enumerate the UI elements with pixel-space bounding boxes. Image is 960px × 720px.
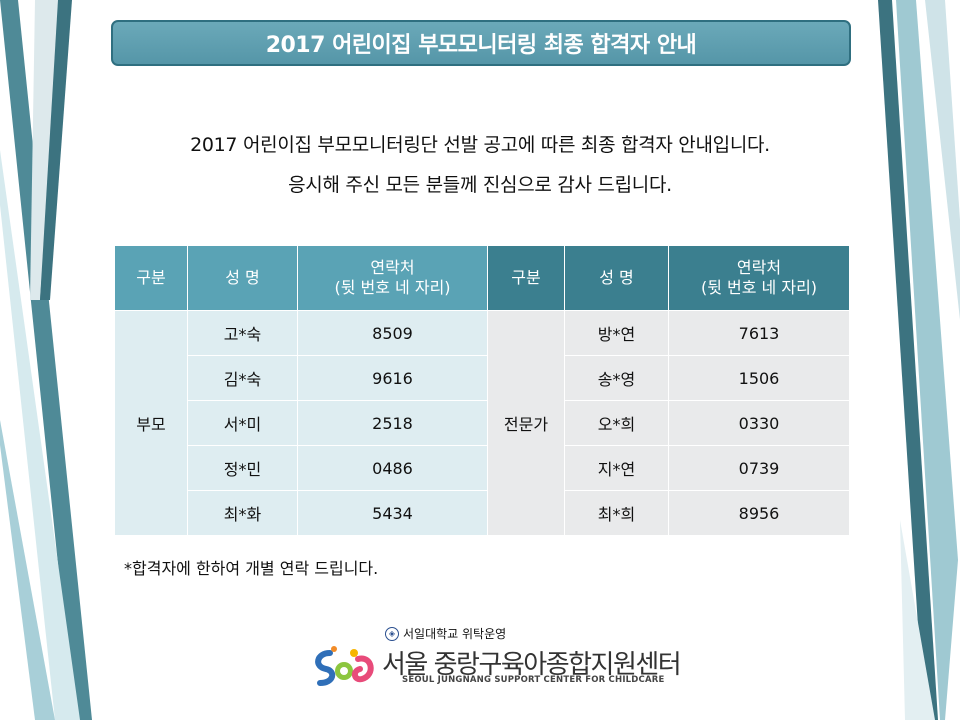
header-contact-label: 연락처 bbox=[736, 258, 782, 277]
header-name-expert: 성 명 bbox=[564, 245, 669, 311]
name-cell: 방*연 bbox=[564, 310, 669, 356]
contact-cell: 0486 bbox=[297, 445, 488, 491]
results-table: 구분 성 명 연락처 (뒷 번호 네 자리) 구분 성 명 연락처 (뒷 번호 … bbox=[114, 245, 850, 536]
table-header-row: 구분 성 명 연락처 (뒷 번호 네 자리) 구분 성 명 연락처 (뒷 번호 … bbox=[114, 245, 850, 311]
header-contact-expert: 연락처 (뒷 번호 네 자리) bbox=[668, 245, 850, 311]
university-seal-icon: ◈ bbox=[385, 626, 399, 641]
center-name-english: SEOUL JUNGNANG SUPPORT CENTER FOR CHILDC… bbox=[402, 675, 665, 685]
name-cell: 최*화 bbox=[187, 490, 298, 536]
center-logo: ◈ 서일대학교 위탁운영 서울 중랑구육아종합지원센터 SEOUL JUNGNA… bbox=[310, 625, 682, 695]
contact-cell: 9616 bbox=[297, 355, 488, 401]
contact-cell: 5434 bbox=[297, 490, 488, 536]
page-title: 2017 어린이집 부모모니터링 최종 합격자 안내 bbox=[111, 20, 851, 66]
operator-line: ◈ 서일대학교 위탁운영 bbox=[385, 625, 506, 642]
header-category-expert: 구분 bbox=[487, 245, 565, 311]
contact-cell: 8956 bbox=[668, 490, 850, 536]
name-cell: 오*희 bbox=[564, 400, 669, 446]
intro-line-2: 응시해 주신 모든 분들께 진심으로 감사 드립니다. bbox=[288, 174, 672, 196]
header-category-parent: 구분 bbox=[114, 245, 188, 311]
header-contact-label: 연락처 bbox=[370, 258, 415, 277]
intro-line-1: 2017 어린이집 부모모니터링단 선발 공고에 따른 최종 합격자 안내입니다… bbox=[190, 134, 770, 156]
table-row: 최*화 5434 최*희 8956 bbox=[115, 490, 850, 536]
childcare-logo-icon bbox=[315, 646, 374, 686]
header-contact-note: (뒷 번호 네 자리) bbox=[700, 278, 818, 297]
contact-cell: 2518 bbox=[297, 400, 488, 446]
name-cell: 고*숙 bbox=[187, 310, 298, 356]
header-contact-parent: 연락처 (뒷 번호 네 자리) bbox=[297, 245, 488, 311]
center-name: 서울 중랑구육아종합지원센터 bbox=[382, 650, 682, 680]
category-cell-expert: 전문가 bbox=[487, 310, 565, 536]
table-row: 김*숙 9616 송*영 1506 bbox=[115, 355, 850, 401]
name-cell: 서*미 bbox=[187, 400, 298, 446]
table-row: 서*미 2518 오*희 0330 bbox=[115, 400, 850, 446]
name-cell: 송*영 bbox=[564, 355, 669, 401]
contact-cell: 8509 bbox=[297, 310, 488, 356]
category-cell-parent: 부모 bbox=[114, 310, 188, 536]
header-name-parent: 성 명 bbox=[187, 245, 298, 311]
name-cell: 최*희 bbox=[564, 490, 669, 536]
contact-cell: 0739 bbox=[668, 445, 850, 491]
name-cell: 지*연 bbox=[564, 445, 669, 491]
header-contact-note: (뒷 번호 네 자리) bbox=[334, 278, 451, 297]
contact-cell: 1506 bbox=[668, 355, 850, 401]
contact-cell: 7613 bbox=[668, 310, 850, 356]
footnote: *합격자에 한하여 개별 연락 드립니다. bbox=[124, 559, 379, 578]
table-row: 부모 고*숙 8509 전문가 방*연 7613 bbox=[114, 310, 850, 536]
table-row: 정*민 0486 지*연 0739 bbox=[115, 445, 850, 491]
name-cell: 정*민 bbox=[187, 445, 298, 491]
name-cell: 김*숙 bbox=[187, 355, 298, 401]
contact-cell: 0330 bbox=[668, 400, 850, 446]
operator-text: 서일대학교 위탁운영 bbox=[403, 627, 507, 641]
